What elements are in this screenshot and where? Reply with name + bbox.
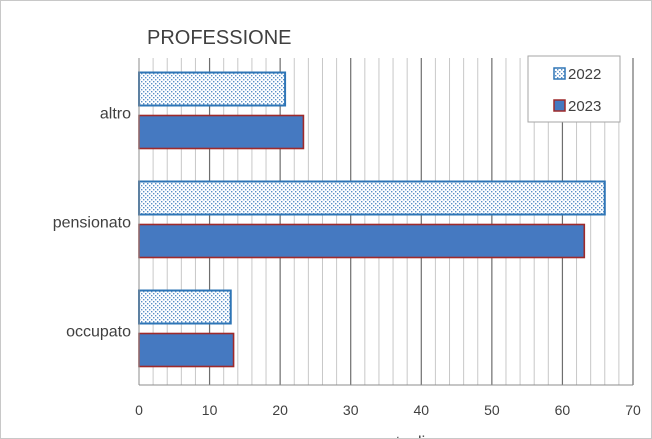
axes: 0 10 20 30 40 50 60 70 altro pensionato occupato: [53, 58, 641, 418]
category-label: altro: [100, 106, 131, 123]
x-tick-label: 70: [625, 402, 641, 418]
x-tick-label: 30: [343, 402, 359, 418]
legend-label: 2023: [568, 98, 601, 115]
bar-2023: [138, 223, 586, 259]
category-label: occupato: [66, 324, 131, 341]
x-tick-label: 20: [272, 402, 288, 418]
x-axis-label: percentuali: [347, 434, 425, 438]
category-label: pensionato: [53, 215, 131, 232]
chart-title: PROFESSIONE: [147, 27, 291, 49]
x-tick-label: 10: [202, 402, 218, 418]
legend: 2022 2023: [527, 55, 621, 123]
bar-2023: [138, 332, 235, 368]
legend-label: 2022: [568, 66, 601, 83]
bar-2022: [138, 289, 232, 325]
gridlines: [152, 58, 634, 385]
bar-2022: [138, 71, 287, 107]
legend-box: [527, 55, 621, 123]
legend-swatch-2023: [553, 99, 566, 112]
x-tick-label: 0: [135, 402, 143, 418]
x-tick-label: 50: [484, 402, 500, 418]
bar-2022: [138, 180, 606, 216]
x-tick-label: 60: [555, 402, 571, 418]
bar-2023: [138, 114, 305, 150]
legend-swatch-2022: [553, 67, 566, 80]
x-tick-label: 40: [413, 402, 429, 418]
